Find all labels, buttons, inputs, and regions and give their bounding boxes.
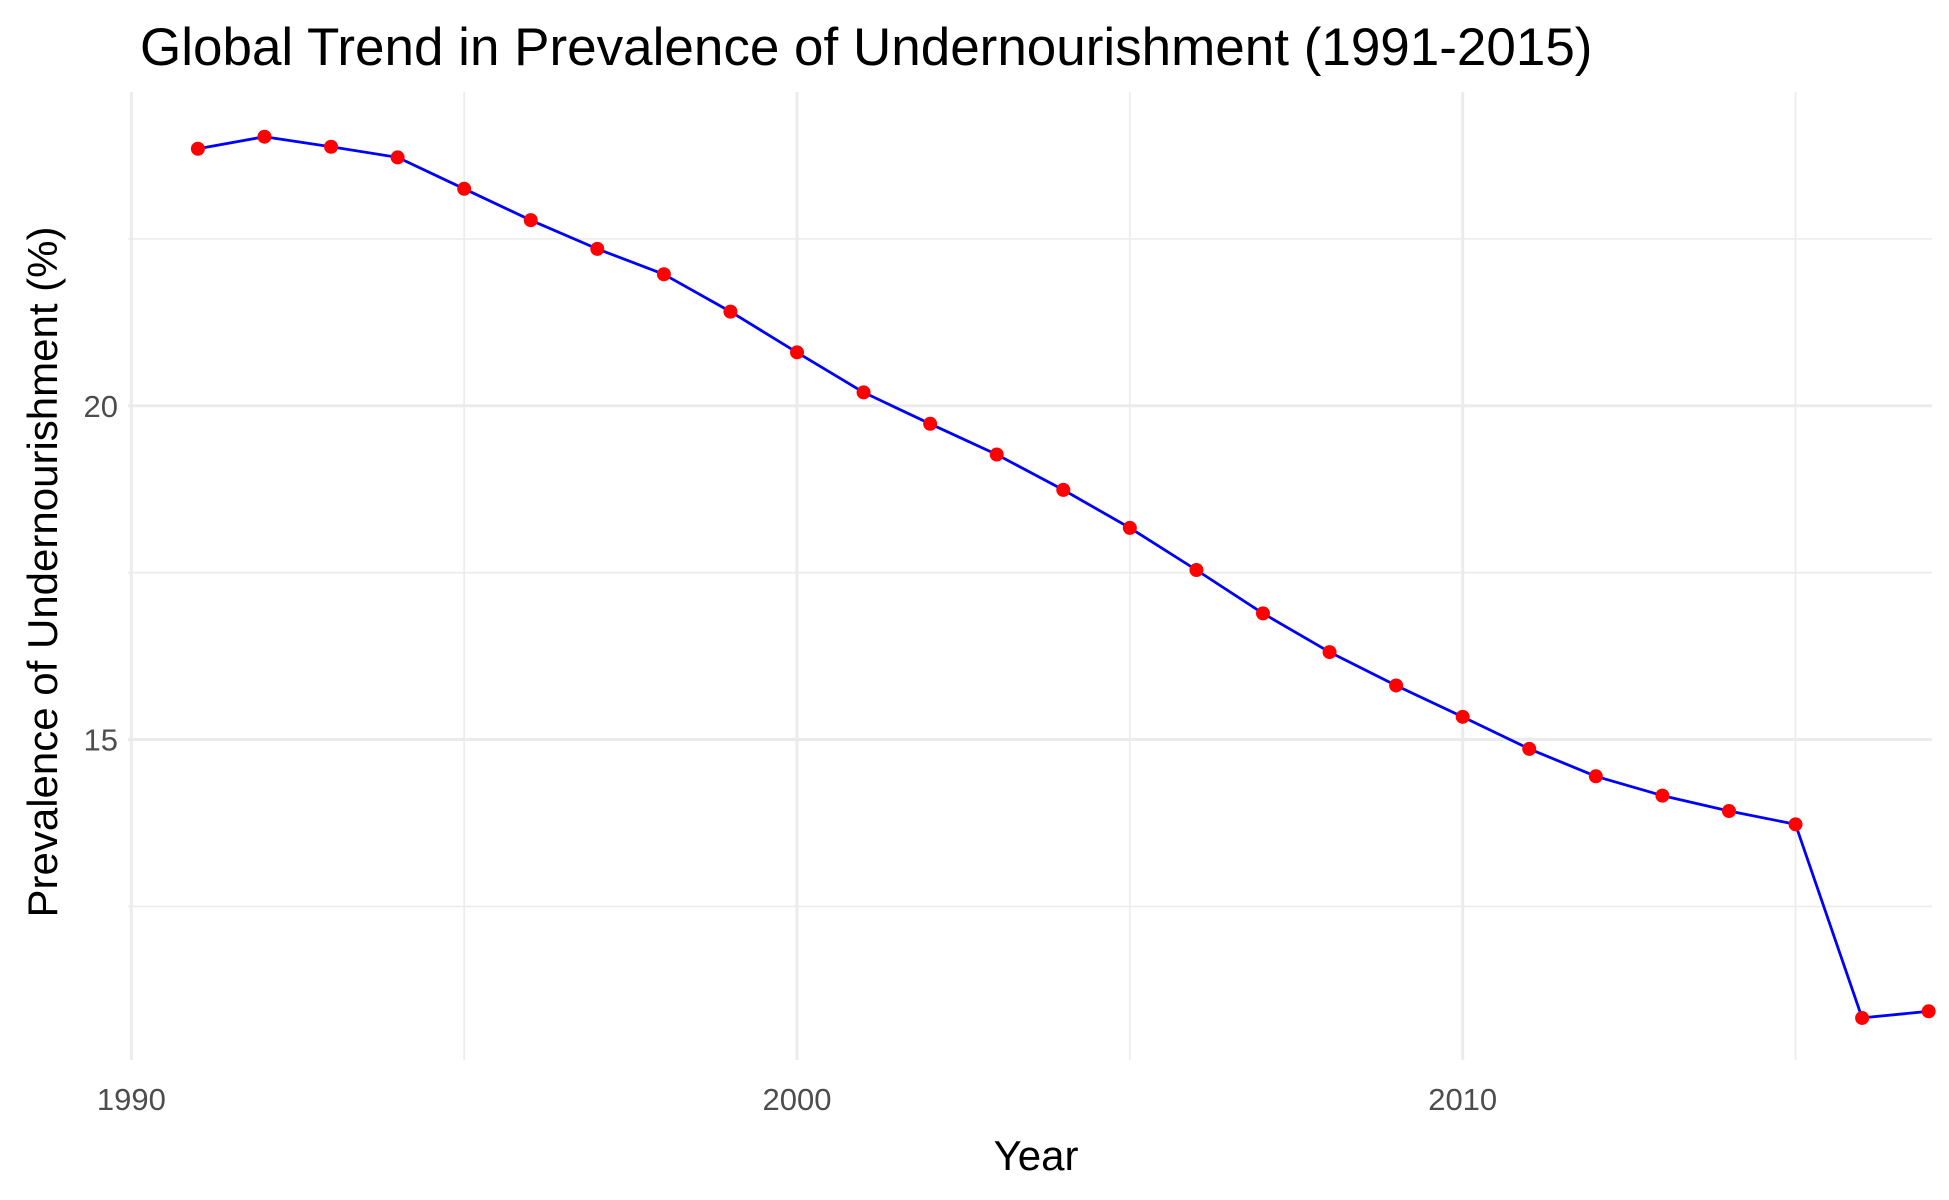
data-point <box>1588 769 1603 784</box>
y-tick-label: 20 <box>84 389 118 424</box>
data-point <box>457 181 472 196</box>
data-point <box>1721 803 1736 818</box>
data-point <box>1921 1004 1936 1019</box>
data-point <box>1056 482 1071 497</box>
y-tick-label: 15 <box>84 723 118 758</box>
trend-line <box>196 135 1931 1020</box>
data-point <box>1855 1010 1870 1025</box>
data-point <box>1455 709 1470 724</box>
data-point <box>1189 562 1204 577</box>
chart-title: Global Trend in Prevalence of Undernouri… <box>140 18 1592 77</box>
data-point <box>790 345 805 360</box>
grid-lines <box>128 92 1932 1060</box>
x-tick-label: 2010 <box>1428 1082 1497 1117</box>
data-point <box>1322 645 1337 660</box>
x-tick-label: 2000 <box>763 1082 832 1117</box>
data-point <box>856 385 871 400</box>
data-point <box>523 213 538 228</box>
data-point <box>190 141 205 156</box>
series-line <box>196 135 1931 1020</box>
x-axis-title: Year <box>994 1132 1079 1179</box>
y-axis-title: Prevalence of Undernourishment (%) <box>19 227 66 918</box>
data-point <box>1655 788 1670 803</box>
data-point <box>723 304 738 319</box>
data-point <box>390 150 405 165</box>
data-point <box>923 416 938 431</box>
x-tick-label: 1990 <box>97 1082 166 1117</box>
data-point <box>257 129 272 144</box>
data-point <box>1255 606 1270 621</box>
data-point <box>1122 520 1137 535</box>
data-point <box>590 241 605 256</box>
data-point <box>989 447 1004 462</box>
series-points <box>190 129 1936 1025</box>
data-point <box>1788 817 1803 832</box>
data-point <box>1389 678 1404 693</box>
data-point <box>324 139 339 154</box>
data-point <box>656 267 671 282</box>
tick-labels: 1990 2000 2010 15 20 <box>84 389 1498 1117</box>
data-point <box>1522 741 1537 756</box>
